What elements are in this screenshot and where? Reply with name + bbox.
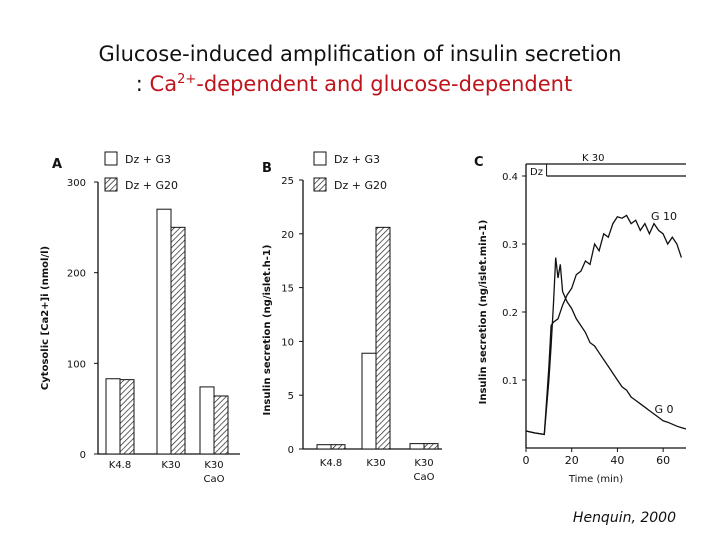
title-ca: Ca xyxy=(149,72,178,96)
y-tick-label: 0 xyxy=(80,450,86,461)
y-tick-label: 0.4 xyxy=(502,172,518,183)
y-axis-label: Insulin secretion (ng/islet.h-1) xyxy=(262,245,273,416)
title-highlight: -dependent and glucose-dependent xyxy=(196,72,573,96)
dz-label: Dz xyxy=(530,167,543,178)
panel-letter: A xyxy=(52,157,62,172)
bar xyxy=(156,208,172,455)
x-tick-label: K30 xyxy=(161,460,180,471)
y-tick-label: 200 xyxy=(67,269,86,280)
x-tick-label: K4.8 xyxy=(109,460,131,471)
title-prefix: : xyxy=(135,72,150,96)
x-tick-label: K30 xyxy=(204,460,223,471)
series-line xyxy=(525,257,687,436)
panel-letter: B xyxy=(262,161,272,176)
bar xyxy=(423,443,439,450)
y-tick-label: 5 xyxy=(288,391,294,402)
y-tick-label: 300 xyxy=(67,178,86,189)
y-tick-label: 20 xyxy=(281,230,294,241)
legend-swatch xyxy=(104,177,118,192)
bar xyxy=(330,444,346,450)
bar xyxy=(375,226,391,450)
x-tick-label: 40 xyxy=(610,454,624,467)
x-tick-label: CaO xyxy=(204,474,225,485)
y-axis-label: Cytosolic [Ca2+]i (nmol/l) xyxy=(40,246,51,390)
x-tick-label: 0 xyxy=(523,454,530,467)
y-tick-label: 10 xyxy=(281,337,294,348)
y-tick-label: 0.2 xyxy=(502,308,518,319)
panel-a: A 0 100 200 300 Cytosolic [Ca2+]i (nmol/l) Dz … xyxy=(40,151,240,485)
x-tick-label: 20 xyxy=(565,454,579,467)
legend-swatch xyxy=(104,151,118,166)
y-tick-label: 100 xyxy=(67,359,86,370)
series-label: G 10 xyxy=(651,210,677,223)
x-tick-label: 60 xyxy=(656,454,670,467)
y-tick-label: 0.1 xyxy=(502,376,518,387)
x-axis-label: Time (min) xyxy=(568,474,623,485)
legend-label: Dz + G20 xyxy=(334,179,387,192)
bar xyxy=(409,443,425,450)
bar xyxy=(105,378,121,455)
citation: Henquin, 2000 xyxy=(572,510,676,526)
legend-label: Dz + G3 xyxy=(125,153,171,166)
y-tick-label: 25 xyxy=(281,176,294,187)
x-tick-label: K4.8 xyxy=(320,458,342,469)
panel-c: C 0.1 0.2 0.3 0.4 0 20 40 60 Time (min) Insulin se… xyxy=(474,153,687,485)
x-tick-label: CaO xyxy=(414,472,435,483)
bar xyxy=(199,386,215,455)
y-axis-label: Insulin secretion (ng/islet.min-1) xyxy=(478,220,489,405)
y-tick-label: 0 xyxy=(288,445,294,456)
bar xyxy=(170,226,186,455)
legend-swatch xyxy=(313,177,327,192)
y-tick-label: 0.3 xyxy=(502,240,518,251)
legend-swatch xyxy=(313,151,327,166)
x-tick-label: K30 xyxy=(414,458,433,469)
slide-title-line1: Glucose-induced amplification of insulin… xyxy=(98,42,622,66)
y-tick-label: 15 xyxy=(281,284,294,295)
bar xyxy=(119,379,135,455)
slide-title-line2: : Ca2+-dependent and glucose-dependent xyxy=(0,72,714,96)
panel-letter: C xyxy=(474,155,484,170)
series-label: G 0 xyxy=(654,403,673,416)
title-ca-superscript: 2+ xyxy=(177,72,197,87)
x-tick-label: K30 xyxy=(366,458,385,469)
legend-label: Dz + G3 xyxy=(334,153,380,166)
k30-label: K 30 xyxy=(582,153,604,164)
panel-b: B 0 5 10 15 20 25 Insulin secretion (ng/islet.h… xyxy=(262,151,442,483)
bar xyxy=(316,444,332,450)
bar xyxy=(361,352,377,450)
legend-label: Dz + G20 xyxy=(125,179,178,192)
bar xyxy=(213,395,229,455)
series-line xyxy=(525,214,683,436)
